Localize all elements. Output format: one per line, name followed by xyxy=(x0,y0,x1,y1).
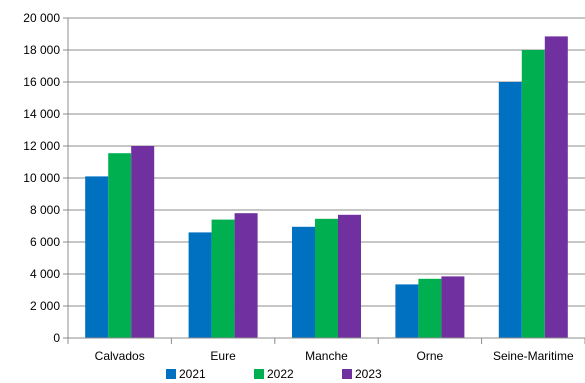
x-category-label: Eure xyxy=(210,349,236,363)
bar-2022-manche xyxy=(315,218,338,338)
legend-label-2023: 2023 xyxy=(355,367,382,381)
x-category-label: Calvados xyxy=(95,349,145,363)
y-tick-label: 10 000 xyxy=(23,171,60,185)
bar-2022-eure xyxy=(211,219,235,338)
legend-label-2021: 2021 xyxy=(179,367,206,381)
bar-2023-calvados xyxy=(131,146,155,338)
y-tick-label: 0 xyxy=(53,331,60,345)
y-tick-label: 2 000 xyxy=(30,299,60,313)
x-category-label: Orne xyxy=(417,349,444,363)
y-tick-label: 4 000 xyxy=(30,267,60,281)
bar-2022-seine-maritime xyxy=(521,50,545,338)
legend-swatch-2022 xyxy=(254,369,264,379)
bar-2021-manche xyxy=(292,226,315,338)
x-category-label: Manche xyxy=(305,349,348,363)
y-axis-ticks: 0 2 000 4 000 6 000 8 000 10 000 12 000 14 000 1… xyxy=(23,11,68,345)
bar-2023-orne xyxy=(441,276,465,338)
bar-2021-orne xyxy=(395,284,419,338)
x-category-label: Seine-Maritime xyxy=(493,349,574,363)
bar-2023-seine-maritime xyxy=(544,36,568,339)
legend-swatch-2021 xyxy=(166,369,176,379)
y-tick-label: 16 000 xyxy=(23,75,60,89)
bar-2022-calvados xyxy=(108,153,132,338)
bars xyxy=(85,36,568,339)
bar-2021-calvados xyxy=(85,176,109,338)
y-tick-label: 14 000 xyxy=(23,107,60,121)
bar-2022-orne xyxy=(418,278,442,338)
y-tick-label: 20 000 xyxy=(23,11,60,25)
y-tick-label: 6 000 xyxy=(30,235,60,249)
bar-2021-eure xyxy=(188,232,212,338)
legend-swatch-2023 xyxy=(342,369,352,379)
y-tick-label: 18 000 xyxy=(23,43,60,57)
y-tick-label: 8 000 xyxy=(30,203,60,217)
x-axis-labels: Calvados Eure Manche Orne Seine-Maritime xyxy=(95,349,574,363)
y-tick-label: 12 000 xyxy=(23,139,60,153)
bar-2021-seine-maritime xyxy=(498,82,522,338)
bar-2023-eure xyxy=(234,213,258,338)
legend-label-2022: 2022 xyxy=(267,367,294,381)
bar-2023-manche xyxy=(338,214,361,338)
legend: 2021 2022 2023 xyxy=(166,367,382,381)
